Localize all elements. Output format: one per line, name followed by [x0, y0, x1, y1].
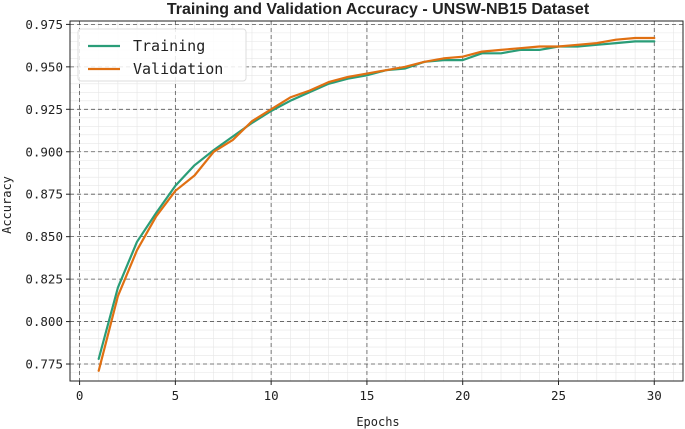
- y-tick-label: 0.875: [25, 187, 63, 202]
- y-tick-label: 0.925: [25, 102, 63, 117]
- x-axis-label: Epochs: [356, 415, 399, 429]
- series-line-validation: [97, 36, 656, 372]
- legend-label-training: Training: [133, 37, 205, 55]
- y-axis-label: Accuracy: [0, 176, 14, 234]
- x-tick-label: 5: [172, 388, 180, 403]
- x-tick-label: 15: [359, 388, 374, 403]
- legend: Training Validation: [77, 28, 247, 82]
- y-tick-label: 0.800: [25, 314, 63, 329]
- y-tick-label: 0.825: [25, 272, 63, 287]
- plot-frame: [69, 20, 684, 382]
- x-tick-label: 10: [264, 388, 279, 403]
- y-tick-label: 0.775: [25, 357, 63, 372]
- series-line-training: [97, 40, 656, 360]
- y-axis-ticks: 0.775 0.800 0.825 0.850 0.875 0.900 0.925 0.950…: [25, 17, 70, 372]
- x-tick-label: 0: [76, 388, 84, 403]
- y-tick-label: 0.850: [25, 229, 63, 244]
- x-tick-label: 25: [551, 388, 566, 403]
- y-tick-label: 0.975: [25, 17, 63, 32]
- x-tick-label: 30: [647, 388, 662, 403]
- y-tick-label: 0.950: [25, 59, 63, 74]
- x-tick-label: 20: [455, 388, 470, 403]
- legend-label-validation: Validation: [133, 60, 223, 78]
- x-axis-ticks: 0 5 10 15 20 25 30: [76, 381, 662, 403]
- series-lines: [97, 36, 656, 372]
- chart-title: Training and Validation Accuracy - UNSW-…: [167, 1, 590, 18]
- y-tick-label: 0.900: [25, 144, 63, 159]
